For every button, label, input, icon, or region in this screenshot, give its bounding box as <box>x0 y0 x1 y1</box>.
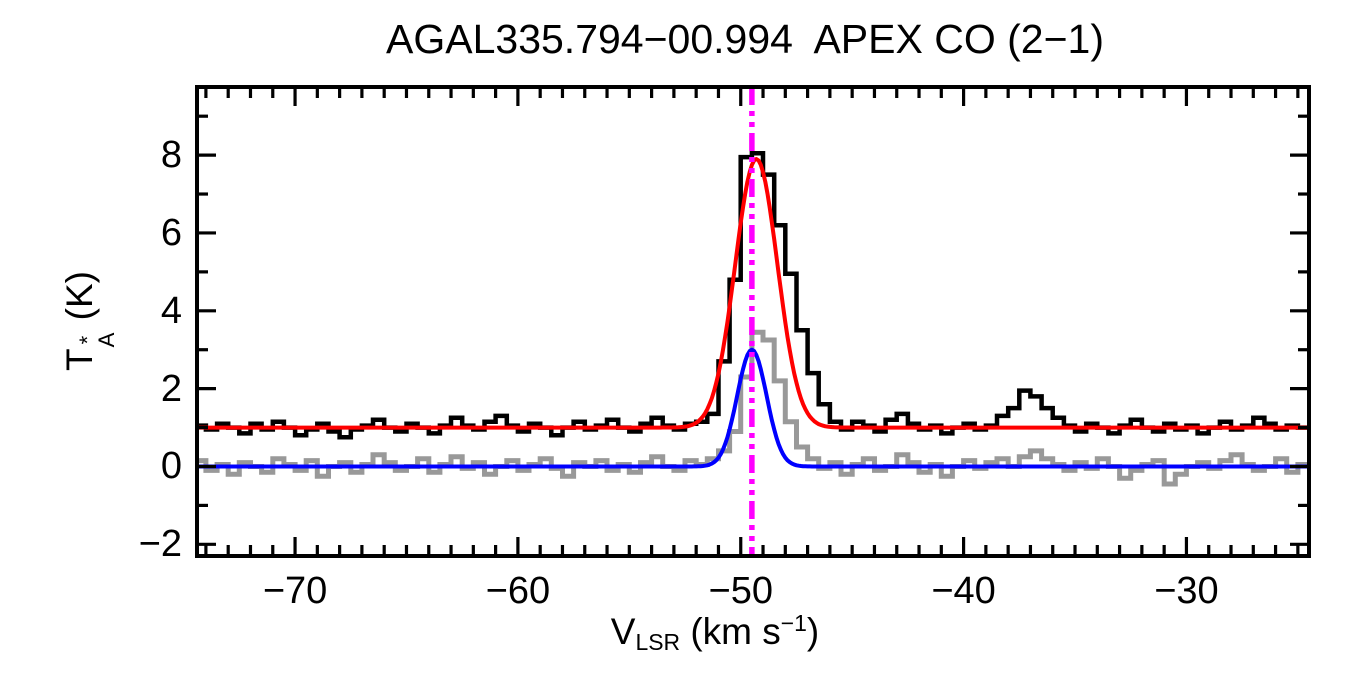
x-tick-label: −30 <box>1154 570 1219 612</box>
y-axis-label-suffix: (K) <box>58 270 100 331</box>
x-axis-label-superscript: −1 <box>780 610 807 636</box>
x-tick-label: −40 <box>931 570 996 612</box>
x-axis-label-prefix: V <box>610 610 636 652</box>
gaussian-fit-offset-curve <box>197 157 1309 430</box>
y-tick-label: −2 <box>138 523 182 566</box>
plot-title: AGAL335.794−00.994 APEX CO (2−1) <box>386 16 1104 62</box>
y-tick-label: 8 <box>160 134 182 177</box>
y-axis-label-prefix: T <box>58 348 100 372</box>
x-axis-label-mid: (km s <box>680 610 781 652</box>
x-tick-label: −70 <box>262 570 328 612</box>
x-axis-label-suffix: ) <box>806 610 820 652</box>
plot-frame <box>195 85 1311 558</box>
gaussian-fit-curve <box>197 347 1309 469</box>
y-tick-label: 6 <box>160 211 182 254</box>
x-tick-label: −60 <box>485 570 551 612</box>
y-axis-label-supsub: * A <box>75 332 120 348</box>
y-axis-label: T * A (K) <box>58 270 120 372</box>
x-axis-label: VLSR (km s−1) <box>611 610 820 656</box>
x-axis-label-subscript: LSR <box>635 628 681 655</box>
y-axis-label-subscript: A <box>94 332 120 348</box>
y-tick-label: 2 <box>160 367 182 410</box>
x-tick-label: −50 <box>708 570 773 612</box>
y-tick-label: 0 <box>160 445 182 488</box>
y-tick-label: 4 <box>160 289 182 332</box>
